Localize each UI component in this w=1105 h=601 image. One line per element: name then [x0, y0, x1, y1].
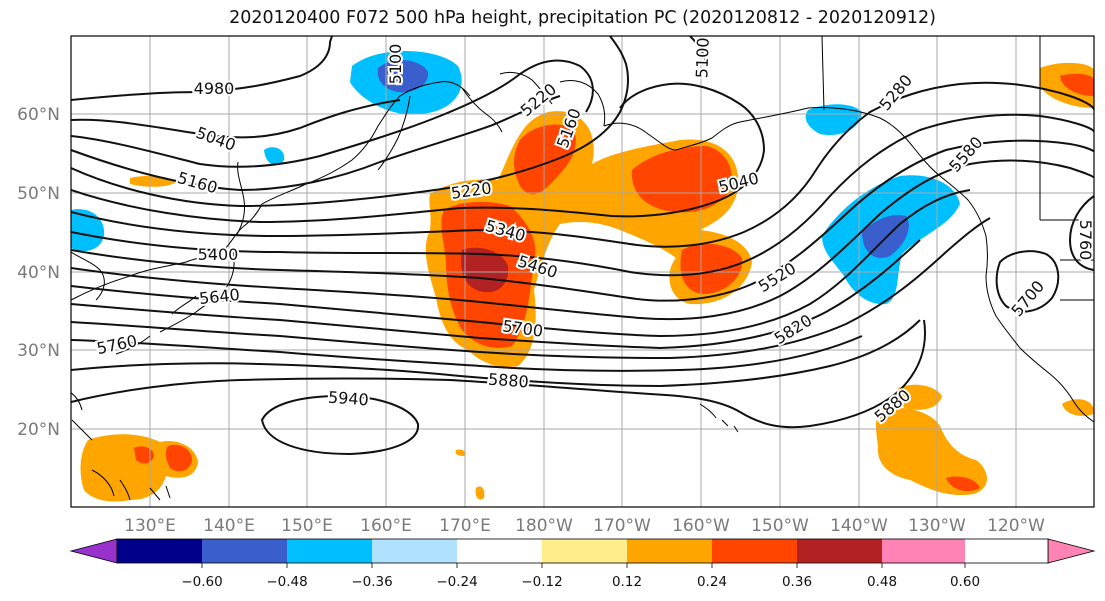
contour-5700 [71, 217, 991, 360]
colorbar-tick-label: 0.60 [950, 574, 980, 590]
precip-region-pos [455, 449, 466, 456]
contour-5460 [71, 139, 1094, 302]
latitude-labels: 60°N 50°N 40°N 30°N 20°N [17, 105, 60, 440]
contour-label: 5880 [487, 370, 529, 392]
lon-label: 130°E [124, 516, 176, 536]
contour-5280 [71, 82, 766, 224]
lon-label: 160°E [360, 516, 412, 536]
contour-label: 5940 [327, 388, 369, 410]
lon-label: 160°W [672, 516, 730, 536]
precip-region-pos-strong [134, 446, 154, 464]
lat-label: 20°N [17, 420, 60, 440]
contour-4980 [71, 36, 333, 101]
precip-region-pos [475, 486, 485, 500]
contour-5160 [71, 95, 561, 192]
contour-5040 [71, 99, 401, 139]
colorbar-segment [457, 539, 542, 563]
precip-region-neg [805, 104, 862, 136]
colorbar-tick-label: −0.48 [266, 574, 307, 590]
height-contours [71, 36, 1094, 456]
contour-5760-east [1068, 195, 1094, 271]
lon-label: 140°E [203, 516, 255, 536]
contour-5400 [71, 113, 1094, 277]
precip-region-neg-core [377, 60, 429, 93]
contour-5880 [71, 319, 926, 429]
contour-label: 5100 [386, 44, 405, 85]
colorbar-tick-label: −0.60 [181, 574, 222, 590]
lon-label: 170°W [593, 516, 651, 536]
precip-region-pos-strong [165, 444, 192, 472]
precip-region-pos [898, 384, 942, 410]
contour-label: 4980 [194, 79, 235, 98]
contour-5520 [71, 159, 1094, 321]
contour-label: 5400 [198, 245, 239, 264]
lat-label: 50°N [17, 184, 60, 204]
colorbar-outline [116, 538, 1049, 564]
contour-label: 5100 [692, 37, 712, 78]
colorbar-tick-label: 0.12 [612, 574, 642, 590]
colorbar-segment [117, 539, 202, 563]
colorbar-segment [202, 539, 287, 563]
colorbar-extend-low [69, 538, 118, 564]
map-title: 2020120400 F072 500 hPa height, precipit… [229, 8, 936, 28]
longitude-labels: 130°E 140°E 150°E 160°E 170°E 180°W 170°… [124, 516, 1045, 536]
contour-5820 [71, 319, 921, 388]
lon-label: 150°W [751, 516, 809, 536]
contour-5100 [71, 59, 594, 168]
precip-region-pos-strong [680, 243, 743, 294]
coastlines [71, 36, 1094, 501]
colorbar-tick-label: −0.12 [521, 574, 562, 590]
colorbar-segment [287, 539, 372, 563]
colorbar [69, 538, 1096, 564]
contour-5100-top [689, 36, 707, 67]
precip-region-pos-strong [946, 476, 980, 492]
map-frame [70, 35, 1095, 508]
lat-label: 60°N [17, 105, 60, 125]
contour-5220 [71, 36, 629, 208]
colorbar-segment [372, 539, 457, 563]
contour-5580 [71, 189, 971, 338]
colorbar-tick-label: −0.36 [351, 574, 392, 590]
colorbar-tick-label: 0.24 [697, 574, 727, 590]
colorbar-ticks: −0.60 −0.48 −0.36 −0.24 −0.12 0.12 0.24 … [181, 563, 980, 590]
colorbar-tick-label: 0.48 [867, 574, 897, 590]
colorbar-segment [712, 539, 797, 563]
lat-label: 40°N [17, 263, 60, 283]
lon-label: 170°E [439, 516, 491, 536]
colorbar-segment [627, 539, 712, 563]
contour-label: 5760 [1076, 220, 1095, 261]
precip-region-pos-strong [631, 146, 732, 213]
lat-label: 30°N [17, 341, 60, 361]
contour-5940 [260, 394, 420, 456]
precip-region-pos-strong [514, 124, 576, 195]
precip-region-pos-strong [1060, 73, 1094, 96]
lon-label: 140°W [830, 516, 888, 536]
lon-label: 180°W [515, 516, 573, 536]
colorbar-segment [542, 539, 627, 563]
colorbar-tick-label: 0.36 [782, 574, 812, 590]
colorbar-segment [882, 539, 965, 563]
contour-5760 [71, 335, 863, 372]
colorbar-tick-label: −0.24 [436, 574, 477, 590]
contour-5640 [71, 239, 921, 350]
precip-region-neg [71, 209, 105, 252]
colorbar-segment-last [965, 539, 1048, 563]
lon-label: 130°W [908, 516, 966, 536]
precip-region-pos [876, 407, 987, 496]
precip-region-pos-core [461, 247, 509, 293]
contour-5340 [71, 81, 1094, 248]
colorbar-segment [797, 539, 882, 563]
precip-region-neg [264, 147, 285, 166]
lon-label: 150°E [281, 516, 333, 536]
contour-5700-closed [995, 250, 1060, 313]
lon-label: 120°W [987, 516, 1045, 536]
colorbar-extend-high [1047, 538, 1096, 564]
